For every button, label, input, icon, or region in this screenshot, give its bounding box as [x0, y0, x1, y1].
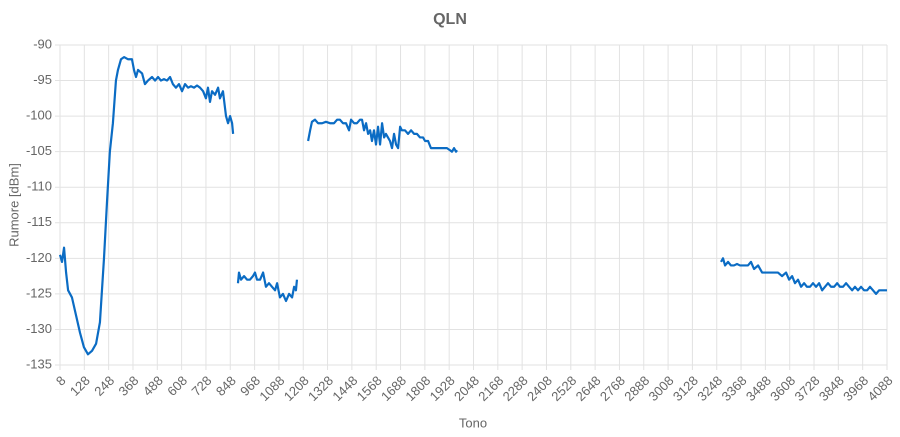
y-tick-label: -110 [27, 179, 52, 194]
y-tick-label: -95 [33, 72, 52, 87]
x-tick-label: 2648 [573, 373, 604, 404]
x-tick-label: 3128 [670, 373, 701, 404]
y-tick-label: -100 [26, 108, 52, 123]
x-tick-label: 2768 [597, 373, 628, 404]
x-tick-label: 248 [91, 373, 117, 399]
x-tick-label: 848 [213, 373, 239, 399]
x-tick-label: 8 [53, 373, 69, 389]
x-tick-label: 1448 [329, 373, 360, 404]
x-tick-label: 1928 [427, 373, 458, 404]
x-tick-label: 1688 [378, 373, 409, 404]
x-tick-label: 3608 [767, 373, 798, 404]
y-tick-label: -135 [26, 356, 52, 371]
y-axis-label: Rumore [dBm] [6, 163, 21, 247]
x-axis-label: Tono [459, 415, 487, 430]
x-tick-label: 2528 [548, 373, 579, 404]
x-tick-label: 1208 [281, 373, 312, 404]
x-tick-label: 2888 [621, 373, 652, 404]
x-tick-label: 488 [140, 373, 166, 399]
y-tick-label: -120 [26, 250, 52, 265]
data-line [58, 55, 887, 356]
x-tick-label: 2048 [451, 373, 482, 404]
x-tick-label: 1808 [402, 373, 433, 404]
y-tick-label: -115 [27, 214, 52, 229]
x-tick-label: 2168 [475, 373, 506, 404]
y-tick-label: -125 [26, 285, 52, 300]
x-tick-label: 3848 [816, 373, 847, 404]
x-tick-label: 1328 [305, 373, 336, 404]
y-tick-label: -105 [26, 143, 52, 158]
x-tick-label: 1568 [354, 373, 385, 404]
x-tick-label: 3008 [646, 373, 677, 404]
x-tick-label: 4088 [864, 373, 895, 404]
x-tick-label: 3488 [743, 373, 774, 404]
x-tick-label: 3728 [792, 373, 823, 404]
x-tick-label: 3248 [694, 373, 725, 404]
x-tick-label: 128 [67, 373, 93, 399]
x-tick-label: 608 [164, 373, 190, 399]
x-tick-label: 3368 [719, 373, 750, 404]
x-tick-label: 2408 [524, 373, 555, 404]
chart-title: QLN [433, 11, 467, 28]
x-tick-label: 728 [189, 373, 215, 399]
x-tick-label: 1088 [256, 373, 287, 404]
y-tick-label: -130 [26, 321, 52, 336]
y-tick-label: -90 [33, 36, 52, 51]
x-tick-label: 2288 [500, 373, 531, 404]
x-tick-label: 3968 [840, 373, 871, 404]
x-tick-label: 368 [116, 373, 142, 399]
